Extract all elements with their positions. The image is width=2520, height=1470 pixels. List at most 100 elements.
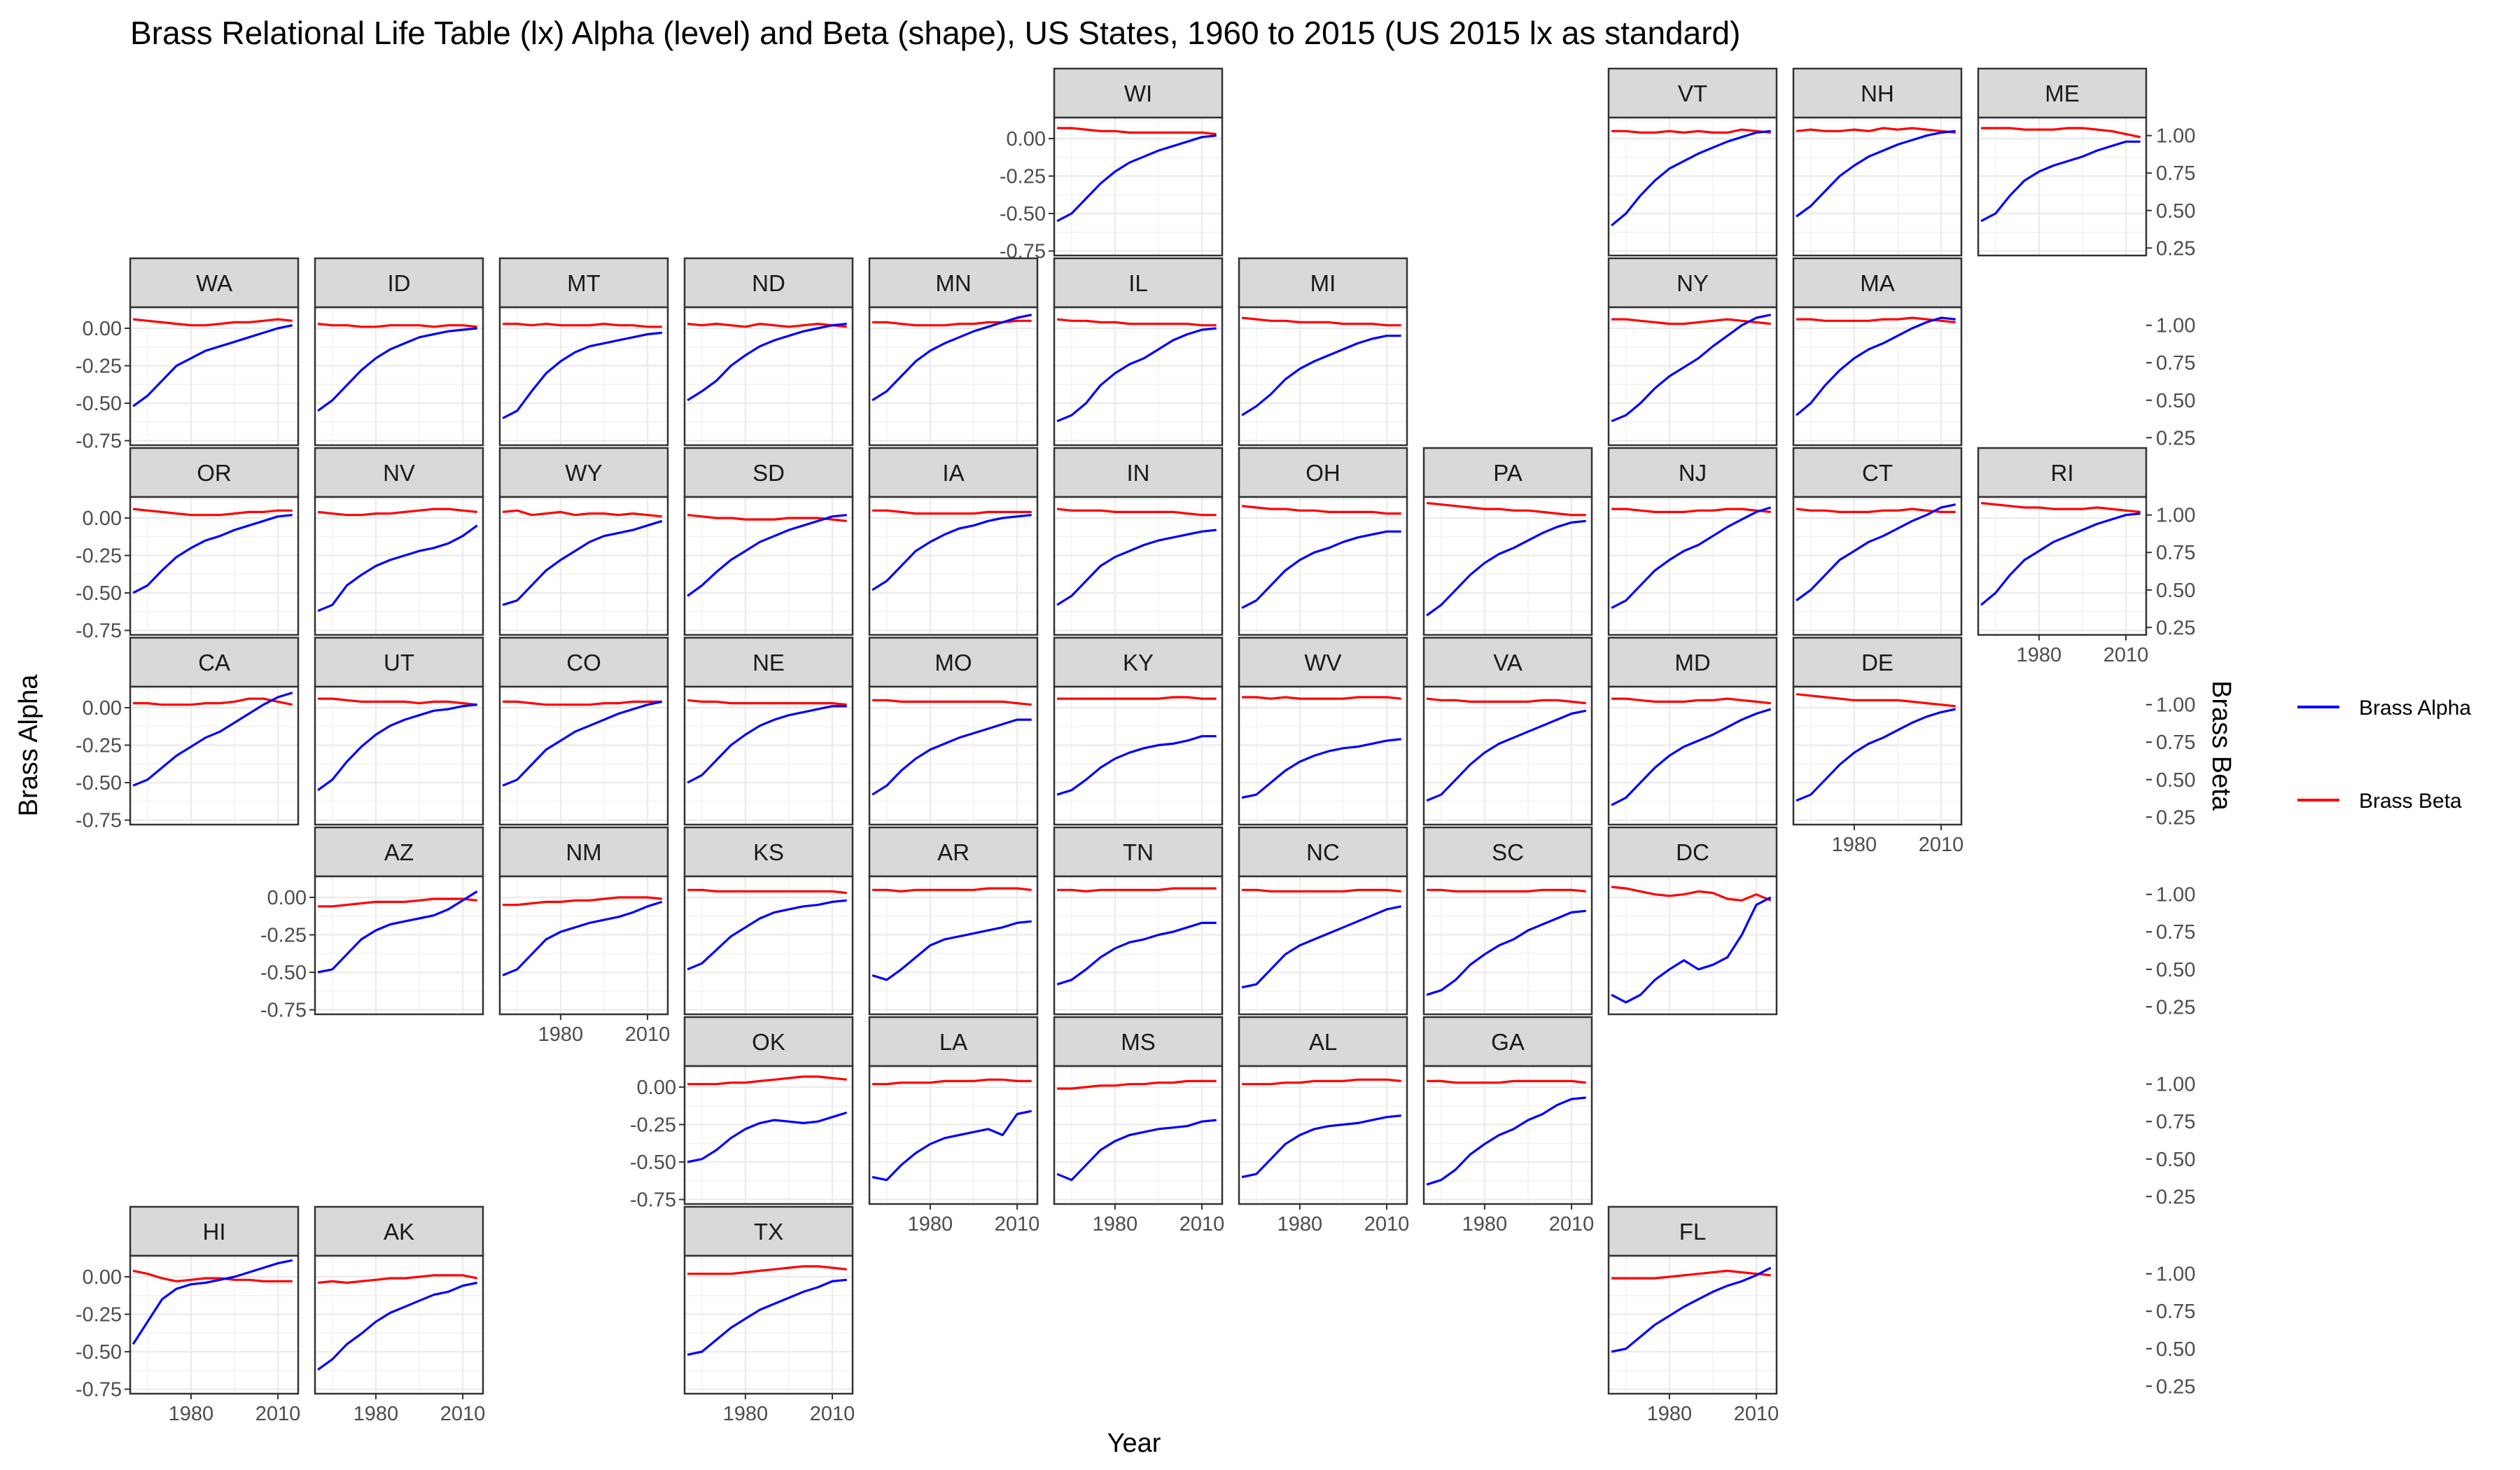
panel-border-ms <box>1053 1065 1224 1205</box>
beta-line-la <box>872 1078 1032 1086</box>
beta-line-sd <box>687 514 847 522</box>
facet-label-ca: CA <box>198 650 230 676</box>
beta-line-nd <box>687 323 847 328</box>
facet-label-ma: MA <box>1860 270 1895 296</box>
facet-panel-ga: GA 1.00 0.75 0.50 0.25 1980 2010 <box>1422 1016 2195 1236</box>
alpha-axis-tick-label: -0.50 <box>76 393 122 415</box>
beta-line-me <box>1981 127 2141 139</box>
beta-line-fl <box>1611 1269 1771 1280</box>
facet-panel-in: IN <box>1053 447 1224 636</box>
beta-line-ia <box>872 509 1032 515</box>
beta-line-mo <box>872 699 1032 706</box>
beta-line-ca <box>133 697 293 706</box>
facet-strip-pa <box>1422 447 1593 498</box>
alpha-line-al <box>1241 1114 1401 1179</box>
alpha-axis-tick-label: -0.50 <box>1000 203 1046 225</box>
panel-border-ny <box>1607 306 1778 447</box>
alpha-axis-tick-label: -0.50 <box>260 962 307 984</box>
panel-border-mn <box>868 306 1039 447</box>
panel-border-fl <box>1607 1254 1778 1395</box>
beta-axis-tick-label: 0.50 <box>2156 200 2195 223</box>
facet-panel-mi: MI <box>1238 257 1408 447</box>
panel-border-ma <box>1792 306 1963 447</box>
alpha-line-az <box>317 890 478 974</box>
alpha-axis-tick-label: -0.50 <box>76 772 122 794</box>
beta-axis-tick-label: 0.25 <box>2156 996 2195 1018</box>
beta-line-nm <box>503 896 662 906</box>
x-axis-tick-label: 2010 <box>995 1213 1040 1236</box>
facet-panel-va: VA <box>1422 636 1593 826</box>
facet-panel-il: IL <box>1053 257 1224 447</box>
beta-axis-tick-label: 0.75 <box>2156 162 2195 185</box>
beta-line-mi <box>1241 316 1401 327</box>
facet-label-az: AZ <box>384 839 414 865</box>
x-axis-tick-label: 1980 <box>169 1403 214 1425</box>
facet-label-la: LA <box>939 1029 967 1055</box>
facet-panel-de: DE 1.00 0.75 0.50 0.25 1980 2010 <box>1792 636 2195 856</box>
facet-label-ny: NY <box>1676 270 1709 296</box>
facet-label-ct: CT <box>1862 460 1893 486</box>
facet-strip-va <box>1422 636 1593 688</box>
panel-border-ky <box>1053 685 1224 826</box>
facet-label-sc: SC <box>1492 839 1524 865</box>
beta-axis-tick-label: 0.50 <box>2156 769 2195 792</box>
facet-label-ri: RI <box>2051 460 2074 486</box>
facet-panel-or: OR 0.00 -0.25 -0.50 -0.75 <box>76 447 300 643</box>
facet-label-mi: MI <box>1310 270 1336 296</box>
alpha-line-ut <box>317 704 477 792</box>
facet-strip-mn <box>868 257 1039 309</box>
facet-strip-nj <box>1607 447 1778 498</box>
facet-panel-ca: CA 0.00 -0.25 -0.50 -0.75 <box>76 636 300 832</box>
beta-line-ms <box>1057 1079 1217 1090</box>
alpha-line-in <box>1056 528 1217 606</box>
x-axis-tick-label: 1980 <box>1462 1213 1508 1236</box>
beta-line-tx <box>687 1265 847 1275</box>
facet-strip-ri <box>1977 447 2148 498</box>
facet-strip-id <box>314 257 484 309</box>
beta-line-ar <box>872 887 1032 893</box>
facet-panel-nj: NJ <box>1607 447 1778 636</box>
beta-line-hi <box>132 1269 293 1283</box>
facet-label-in: IN <box>1127 460 1150 486</box>
facet-strip-ma <box>1792 257 1963 309</box>
panel-border-ak <box>314 1254 484 1395</box>
beta-line-va <box>1426 697 1586 705</box>
alpha-line-il <box>1056 327 1217 423</box>
facet-panel-ct: CT <box>1792 447 1963 636</box>
x-axis-tick-label: 1980 <box>1278 1213 1323 1236</box>
beta-line-vt <box>1611 128 1771 134</box>
facet-panel-dc: DC 1.00 0.75 0.50 0.25 <box>1607 826 2195 1018</box>
beta-line-in <box>1056 507 1217 517</box>
panel-border-tx <box>683 1254 854 1395</box>
beta-line-wi <box>1057 127 1217 136</box>
beta-axis-tick-label: 1.00 <box>2156 1074 2195 1096</box>
facet-panel-nv: NV <box>314 447 484 636</box>
facet-strip-nc <box>1238 826 1408 878</box>
alpha-line-dc <box>1611 896 1772 1004</box>
panel-border-il <box>1053 306 1224 447</box>
x-axis-tick-label: 1980 <box>1647 1403 1693 1425</box>
facet-label-nm: NM <box>566 839 601 865</box>
facet-panels: WI 0.00 -0.25 -0.50 -0.75 VT NH ME 1.00 0.75 0.50 0… <box>76 67 2195 1425</box>
x-axis-tick-label: 2010 <box>1734 1403 1779 1425</box>
beta-line-ne <box>687 699 847 706</box>
facet-label-oh: OH <box>1306 460 1340 486</box>
beta-axis-tick-label: 0.50 <box>2156 390 2195 412</box>
alpha-axis-tick-label: -0.75 <box>76 810 122 832</box>
alpha-axis-tick-label: -0.50 <box>76 582 122 605</box>
facet-label-mt: MT <box>567 270 601 296</box>
alpha-line-mt <box>502 331 662 419</box>
facet-strip-ca <box>129 636 300 688</box>
facet-label-de: DE <box>1861 650 1893 676</box>
alpha-axis-tick-label: -0.75 <box>76 1379 122 1401</box>
facet-panel-nm: NM 1980 2010 <box>498 826 670 1046</box>
panel-border-ut <box>314 685 484 826</box>
panel-border-vt <box>1607 116 1778 257</box>
y-axis-title-left: Brass Alpha <box>14 674 43 817</box>
facet-panel-id: ID <box>314 257 484 447</box>
alpha-axis-tick-label: 0.00 <box>267 887 307 909</box>
beta-line-wv <box>1242 696 1401 700</box>
facet-strip-ms <box>1053 1016 1224 1068</box>
facet-panel-ny: NY <box>1607 257 1778 447</box>
panel-border-in <box>1053 496 1224 636</box>
